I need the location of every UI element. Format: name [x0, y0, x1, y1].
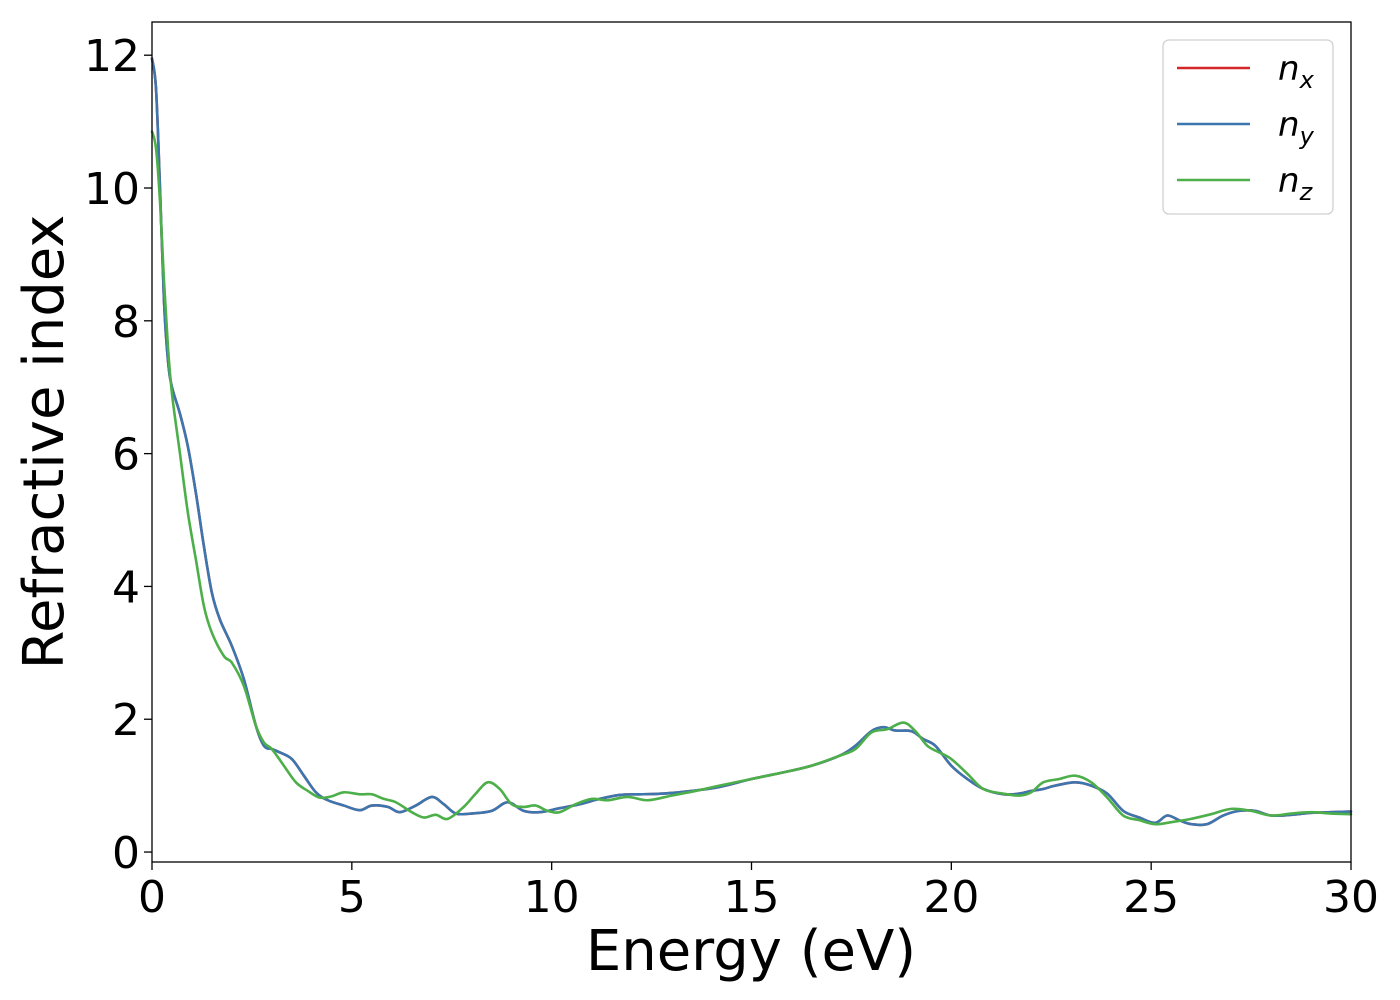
legend-box [1162, 39, 1334, 215]
legend: nx ny nz [1162, 39, 1334, 215]
x-tick-label: 10 [524, 872, 580, 923]
x-tick-label: 15 [724, 872, 780, 923]
y-tick-label: 4 [112, 562, 140, 613]
x-tick-label: 25 [1123, 872, 1179, 923]
y-axis: 0 2 4 6 8 10 12 [84, 31, 152, 879]
y-tick-label: 6 [112, 430, 140, 481]
legend-label-nx: nx [1278, 49, 1315, 94]
x-tick-label: 30 [1323, 872, 1379, 923]
x-tick-label: 0 [138, 872, 166, 923]
y-tick-label: 12 [84, 31, 140, 82]
series-line-ny [150, 57, 1353, 827]
x-tick-label: 20 [923, 872, 979, 923]
y-tick-label: 10 [84, 164, 140, 215]
series-line-nz [150, 130, 1353, 826]
x-axis-title: Energy (eV) [586, 919, 916, 984]
plot-background [152, 22, 1351, 862]
y-tick-label: 0 [112, 828, 140, 879]
legend-label-ny: ny [1278, 105, 1315, 150]
legend-entries: nx ny nz [1177, 49, 1315, 206]
x-tick-label: 5 [338, 872, 366, 923]
y-axis-title: Refractive index [12, 215, 77, 670]
y-tick-label: 8 [112, 297, 140, 348]
legend-label-nz: nz [1278, 161, 1314, 206]
x-axis: 0 5 10 15 20 25 30 [138, 862, 1379, 923]
series-layer [150, 57, 1353, 827]
y-tick-label: 2 [112, 695, 140, 746]
